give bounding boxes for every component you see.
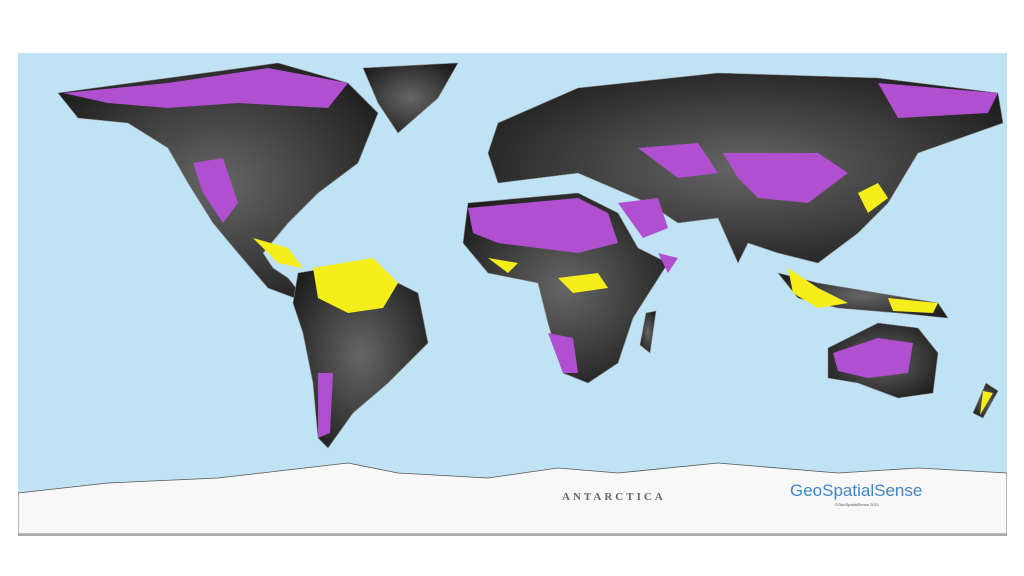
yellow-regions bbox=[253, 183, 993, 415]
antarctica bbox=[18, 462, 1007, 534]
madagascar bbox=[639, 310, 657, 354]
world-map bbox=[18, 53, 1007, 536]
copyright-text: ©GeoSpatialSense 2021 bbox=[835, 502, 880, 507]
antarctica-label: ANTARCTICA bbox=[562, 491, 666, 503]
greenland bbox=[362, 62, 459, 134]
geospatialsense-logo: GeoSpatialSense bbox=[790, 481, 923, 500]
purple-regions bbox=[63, 68, 998, 438]
